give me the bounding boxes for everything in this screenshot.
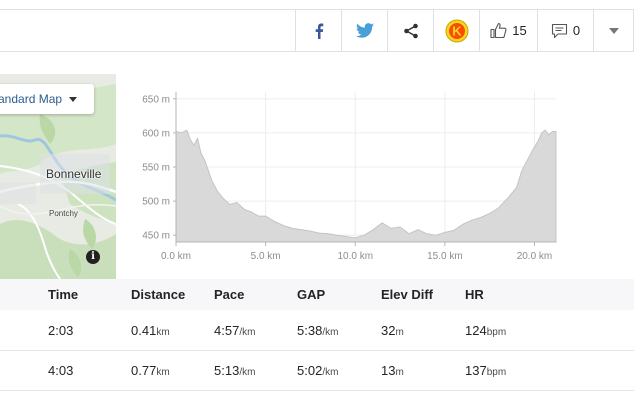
cell-unit: km	[156, 327, 170, 338]
x-tick-label: 10.0 km	[337, 251, 373, 262]
cell-value: 124	[465, 323, 487, 338]
cell-elev-diff: 32m	[381, 311, 404, 353]
cell-unit: bpm	[486, 367, 507, 378]
cell-value: 137	[465, 363, 487, 378]
cell-distance: 0.77km	[131, 351, 170, 393]
cell-value: 5:38	[297, 323, 323, 338]
cell-value: 5:02	[297, 363, 323, 378]
cell-unit: /km	[322, 327, 339, 338]
map-style-dropdown[interactable]: andard Map	[0, 84, 94, 114]
x-tick-label: 15.0 km	[427, 251, 463, 262]
cell-value: 4:57	[214, 323, 240, 338]
elevation-area	[175, 129, 557, 243]
share-icon	[403, 23, 418, 38]
comment-count: 0	[572, 23, 581, 38]
facebook-icon	[315, 23, 323, 39]
cell-unit: bpm	[486, 327, 507, 338]
comment-icon	[551, 23, 567, 38]
x-tick-label: 0.0 km	[161, 251, 191, 262]
kudos-count: 15	[512, 23, 527, 38]
y-tick-label: 650 m	[142, 94, 170, 105]
table-row[interactable]: 2:03 0.41km 4:57/km 5:38/km 32m 124bpm	[0, 311, 634, 351]
route-map[interactable]: andard Map Bonneville Pontchy i	[0, 74, 116, 279]
cell-value: 13	[381, 363, 396, 378]
x-tick-label: 5.0 km	[251, 251, 281, 262]
map-style-label: andard Map	[0, 92, 63, 106]
cell-gap: 5:38/km	[297, 311, 338, 353]
cell-unit: m	[395, 367, 404, 378]
cell-unit: km	[156, 367, 170, 378]
twitter-share-button[interactable]	[341, 10, 387, 51]
kudos-button[interactable]: 15	[479, 10, 537, 51]
kudos-badge-button[interactable]: K	[433, 10, 479, 51]
thumbs-up-icon	[490, 22, 507, 39]
share-button[interactable]	[387, 10, 433, 51]
cell-unit: m	[395, 327, 404, 338]
table-row[interactable]: 4:03 0.77km 5:13/km 5:02/km 13m 137bpm	[0, 351, 634, 391]
cell-time: 2:03	[48, 323, 74, 338]
kudos-badge-letter: K	[452, 23, 462, 38]
y-tick-label: 500 m	[142, 197, 170, 208]
cell-value: 5:13	[214, 363, 240, 378]
col-header-time: Time	[48, 287, 79, 302]
comments-button[interactable]: 0	[537, 10, 593, 51]
more-actions-button[interactable]	[593, 10, 634, 51]
col-header-hr: HR	[465, 287, 484, 302]
map-town-label: Bonneville	[46, 167, 102, 181]
facebook-share-button[interactable]	[295, 10, 341, 51]
cell-unit: /km	[322, 367, 339, 378]
activity-actions-bar: K 15 0	[0, 9, 634, 52]
cell-pace: 4:57/km	[214, 311, 255, 353]
col-header-pace: Pace	[214, 287, 245, 302]
cell-elev-diff: 13m	[381, 351, 404, 393]
cell-unit: /km	[239, 327, 256, 338]
cell-value: 0.41	[131, 323, 157, 338]
info-icon[interactable]: i	[86, 250, 100, 264]
caret-down-icon	[69, 96, 78, 102]
cell-value: 32	[381, 323, 396, 338]
map-village-label: Pontchy	[49, 209, 78, 218]
col-header-distance: Distance	[131, 287, 186, 302]
splits-table-header: Time Distance Pace GAP Elev Diff HR	[0, 279, 634, 310]
caret-down-icon	[609, 27, 619, 34]
twitter-icon	[355, 23, 374, 38]
cell-unit: /km	[239, 367, 256, 378]
elevation-chart[interactable]: 650 m 600 m 550 m 500 m 450 m 0.0 km 5.0 km 10.…	[128, 84, 568, 268]
cell-value: 0.77	[131, 363, 157, 378]
kudos-badge-icon: K	[445, 19, 468, 42]
y-tick-label: 550 m	[142, 163, 170, 174]
cell-pace: 5:13/km	[214, 351, 255, 393]
cell-gap: 5:02/km	[297, 351, 338, 393]
cell-time: 4:03	[48, 363, 74, 378]
col-header-elev-diff: Elev Diff	[381, 287, 434, 302]
cell-distance: 0.41km	[131, 311, 170, 353]
x-tick-label: 20.0 km	[517, 251, 553, 262]
y-tick-label: 450 m	[142, 231, 170, 242]
y-tick-label: 600 m	[142, 128, 170, 139]
cell-hr: 137bpm	[465, 351, 506, 393]
col-header-gap: GAP	[297, 287, 326, 302]
cell-hr: 124bpm	[465, 311, 506, 353]
